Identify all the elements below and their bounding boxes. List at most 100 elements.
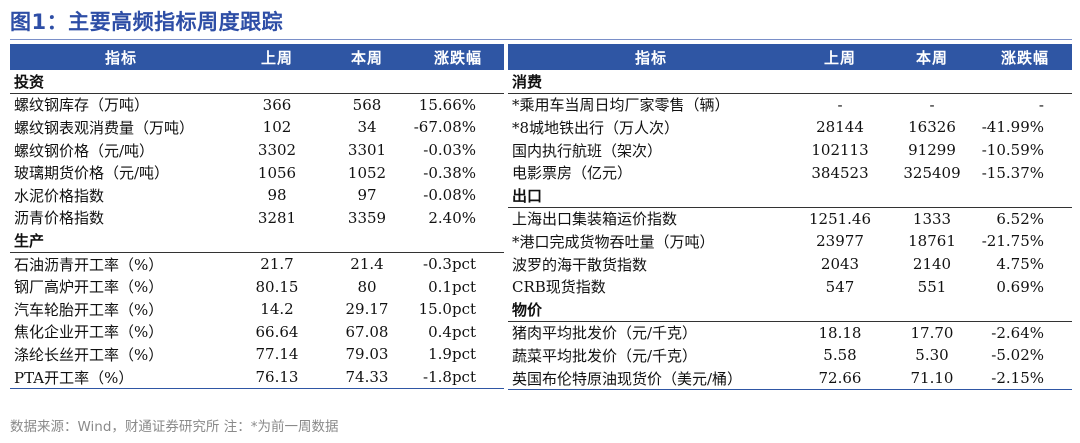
this-week-value-cell: 34 — [357, 118, 377, 137]
this-week-value-cell: 67.08 — [345, 322, 389, 341]
indicator-name-cell: 螺纹钢库存（万吨） — [14, 96, 150, 115]
indicator-name-cell: 螺纹钢表观消费量（万吨） — [14, 118, 195, 137]
indicator-name-cell: 波罗的海干散货指数 — [512, 255, 648, 274]
this-week-value-cell: 16326 — [908, 118, 956, 137]
change-value-cell: -15.37% — [981, 163, 1044, 182]
this-week-value-cell: 1333 — [912, 209, 952, 228]
indicator-name-cell: 英国布伦特原油现货价（美元/桶） — [508, 366, 794, 391]
this-week-value-cell: 79.03 — [345, 345, 389, 364]
last-week-value-cell: 23977 — [816, 232, 864, 251]
indicator-name-cell: 焦化企业开工率（%） — [14, 323, 164, 342]
header-change: 涨跌幅 — [412, 44, 504, 70]
table-header-row: 指标 上周 本周 涨跌幅 — [10, 44, 504, 70]
last-week-value-cell: - — [837, 95, 843, 114]
last-week-value-cell: 3281 — [257, 208, 297, 227]
section-header-row: 消费 — [508, 70, 1072, 94]
section-title: 投资 — [10, 70, 504, 94]
table-row: 猪肉平均批发价（元/千克） 18.18 17.70 -2.64% — [508, 321, 1072, 344]
this-week-value-cell: 71.10 — [886, 366, 978, 391]
indicator-name-cell: CRB现货指数 — [512, 278, 606, 297]
source-note: 数据来源：Wind，财通证券研究所 注：*为前一周数据 — [10, 419, 339, 435]
header-this-week: 本周 — [886, 44, 978, 70]
change-value-cell: -0.3pct — [423, 255, 476, 274]
section-title: 物价 — [508, 297, 1072, 322]
this-week-value-cell: 3359 — [347, 208, 387, 227]
change-value-cell: -1.8pct — [412, 365, 504, 390]
figure-title: 图1：主要高频指标周度跟踪 — [10, 10, 284, 34]
indicator-name-cell: 螺纹钢价格（元/吨） — [14, 141, 155, 160]
last-week-value-cell: 77.14 — [255, 345, 299, 364]
indicator-name-cell: *港口完成货物吞吐量（万吨） — [512, 232, 715, 251]
change-value-cell: -10.59% — [981, 141, 1044, 160]
table-header-row: 指标 上周 本周 涨跌幅 — [508, 44, 1072, 70]
indicator-name-cell: 猪肉平均批发价（元/千克） — [512, 324, 698, 343]
last-week-value-cell: 14.2 — [260, 300, 294, 319]
change-value-cell: -2.64% — [991, 323, 1044, 342]
last-week-value-cell: 366 — [262, 95, 292, 114]
right-indicator-table: 指标 上周 本周 涨跌幅 消费 *乘用车当周日均厂家零售（辆） - - - *8城地铁出行… — [508, 44, 1072, 391]
this-week-value-cell: 325409 — [903, 163, 961, 182]
indicator-name-cell: *乘用车当周日均厂家零售（辆） — [512, 96, 730, 115]
last-week-value-cell: 102113 — [811, 141, 869, 160]
header-indicator: 指标 — [508, 44, 794, 70]
change-value-cell: 1.9pct — [428, 345, 476, 364]
indicator-name-cell: 汽车轮胎开工率（%） — [14, 300, 164, 319]
this-week-value-cell: 1052 — [347, 163, 387, 182]
indicator-name-cell: 沥青价格指数 — [14, 209, 105, 228]
indicator-name-cell: 电影票房（亿元） — [512, 164, 633, 183]
indicator-name-cell: 石油沥青开工率（%） — [14, 255, 164, 274]
change-value-cell: -0.08% — [423, 186, 476, 205]
last-week-value-cell: 98 — [267, 186, 287, 205]
change-value-cell: -21.75% — [981, 232, 1044, 251]
last-week-value-cell: 80.15 — [255, 277, 299, 296]
last-week-value-cell: 1251.46 — [808, 209, 872, 228]
indicator-name-cell: 钢厂高炉开工率（%） — [14, 278, 164, 297]
change-value-cell: -0.03% — [423, 141, 476, 160]
last-week-value-cell: 66.64 — [255, 322, 299, 341]
header-last-week: 上周 — [794, 44, 886, 70]
last-week-value-cell: 3302 — [257, 141, 297, 160]
this-week-value-cell: 17.70 — [910, 323, 954, 342]
header-this-week: 本周 — [322, 44, 412, 70]
this-week-value-cell: 21.4 — [350, 255, 384, 274]
table-row: 英国布伦特原油现货价（美元/桶） 72.66 71.10 -2.15% — [508, 366, 1072, 391]
table-row: 螺纹钢价格（元/吨） 3302 3301 -0.03% — [10, 139, 504, 162]
change-value-cell: 0.69% — [996, 277, 1044, 296]
table-row: 波罗的海干散货指数 2043 2140 4.75% — [508, 253, 1072, 276]
this-week-value-cell: 80 — [357, 277, 377, 296]
table-row: 玻璃期货价格（元/吨） 1056 1052 -0.38% — [10, 161, 504, 184]
section-header-row: 物价 — [508, 297, 1072, 322]
indicator-name-cell: PTA开工率（%） — [10, 365, 232, 390]
change-value-cell: -0.38% — [423, 163, 476, 182]
change-value-cell: 0.4pct — [428, 322, 476, 341]
this-week-value-cell: 568 — [352, 95, 382, 114]
table-row: 汽车轮胎开工率（%） 14.2 29.17 15.0pct — [10, 298, 504, 321]
this-week-value-cell: 18761 — [908, 232, 956, 251]
table-row: 水泥价格指数 98 97 -0.08% — [10, 184, 504, 207]
this-week-value-cell: 97 — [357, 186, 377, 205]
change-value-cell: 0.1pct — [428, 277, 476, 296]
section-title: 生产 — [10, 229, 504, 253]
table-row: *乘用车当周日均厂家零售（辆） - - - — [508, 93, 1072, 116]
change-value-cell: -5.02% — [991, 346, 1044, 365]
indicator-name-cell: 水泥价格指数 — [14, 186, 105, 205]
last-week-value-cell: 21.7 — [260, 255, 294, 274]
this-week-value-cell: 2140 — [912, 255, 952, 274]
table-row: 蔬菜平均批发价（元/千克） 5.58 5.30 -5.02% — [508, 344, 1072, 367]
change-value-cell: -67.08% — [413, 118, 476, 137]
section-title: 消费 — [508, 70, 1072, 94]
table-row: 石油沥青开工率（%） 21.7 21.4 -0.3pct — [10, 252, 504, 275]
this-week-value-cell: 91299 — [908, 141, 956, 160]
last-week-value-cell: 2043 — [820, 255, 860, 274]
table-row: PTA开工率（%） 76.13 74.33 -1.8pct — [10, 365, 504, 390]
last-week-value-cell: 5.58 — [823, 346, 857, 365]
left-indicator-table: 指标 上周 本周 涨跌幅 投资 螺纹钢库存（万吨） 366 568 15.66% 螺纹钢表… — [10, 44, 504, 390]
section-title: 出口 — [508, 183, 1072, 208]
this-week-value-cell: 3301 — [347, 141, 387, 160]
header-indicator: 指标 — [10, 44, 232, 70]
this-week-value-cell: - — [929, 95, 935, 114]
table-row: 螺纹钢表观消费量（万吨） 102 34 -67.08% — [10, 116, 504, 139]
last-week-value-cell: 547 — [825, 277, 855, 296]
table-row: 钢厂高炉开工率（%） 80.15 80 0.1pct — [10, 275, 504, 298]
change-value-cell: -2.15% — [978, 366, 1072, 391]
